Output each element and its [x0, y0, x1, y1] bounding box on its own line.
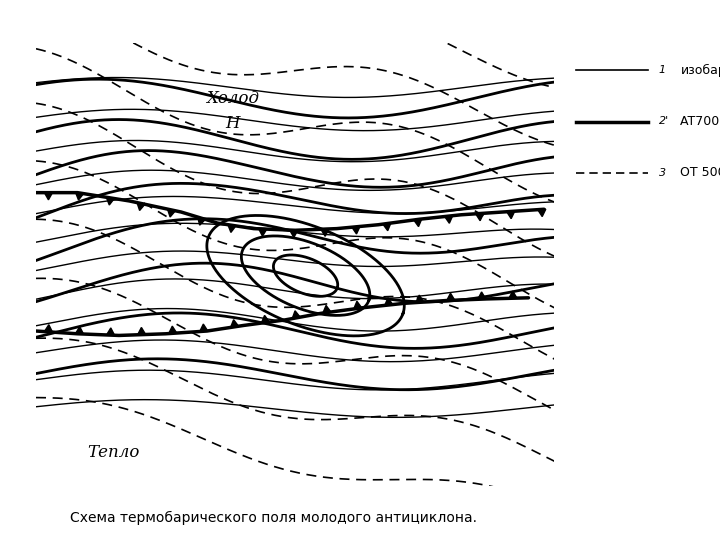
Polygon shape	[45, 325, 53, 332]
Polygon shape	[507, 211, 515, 219]
Polygon shape	[228, 225, 236, 232]
Text: Схема термобарического поля молодого антициклона.: Схема термобарического поля молодого ант…	[70, 511, 477, 525]
Polygon shape	[383, 223, 391, 231]
Polygon shape	[478, 292, 486, 299]
Polygon shape	[168, 326, 176, 334]
Polygon shape	[445, 215, 453, 223]
Polygon shape	[321, 229, 329, 237]
Polygon shape	[137, 202, 145, 211]
Text: ОТ 500 1000: ОТ 500 1000	[680, 166, 720, 179]
Polygon shape	[509, 291, 517, 298]
Polygon shape	[138, 327, 145, 335]
Polygon shape	[76, 192, 84, 200]
Text: 2': 2'	[659, 117, 669, 126]
Polygon shape	[230, 320, 238, 327]
Text: Н: Н	[226, 115, 240, 132]
Text: изобары: изобары	[680, 64, 720, 77]
Polygon shape	[384, 298, 392, 306]
Polygon shape	[107, 197, 114, 205]
Polygon shape	[289, 230, 298, 238]
Polygon shape	[476, 213, 484, 221]
Text: Холод: Холод	[207, 90, 259, 107]
Polygon shape	[168, 209, 176, 217]
Text: 1: 1	[659, 65, 666, 75]
Polygon shape	[76, 327, 84, 334]
Polygon shape	[352, 226, 360, 234]
Polygon shape	[323, 306, 331, 313]
Polygon shape	[446, 293, 455, 301]
Polygon shape	[198, 217, 205, 225]
Polygon shape	[199, 324, 208, 332]
Polygon shape	[354, 301, 361, 309]
Polygon shape	[258, 229, 267, 236]
Polygon shape	[538, 209, 546, 217]
Text: 3: 3	[659, 168, 666, 178]
Polygon shape	[261, 315, 269, 323]
Polygon shape	[415, 295, 424, 302]
Text: АТ700: АТ700	[680, 115, 720, 128]
Polygon shape	[414, 219, 422, 227]
Polygon shape	[292, 311, 300, 319]
Text: Тепло: Тепло	[88, 444, 140, 461]
Polygon shape	[45, 193, 53, 200]
Polygon shape	[107, 328, 114, 335]
